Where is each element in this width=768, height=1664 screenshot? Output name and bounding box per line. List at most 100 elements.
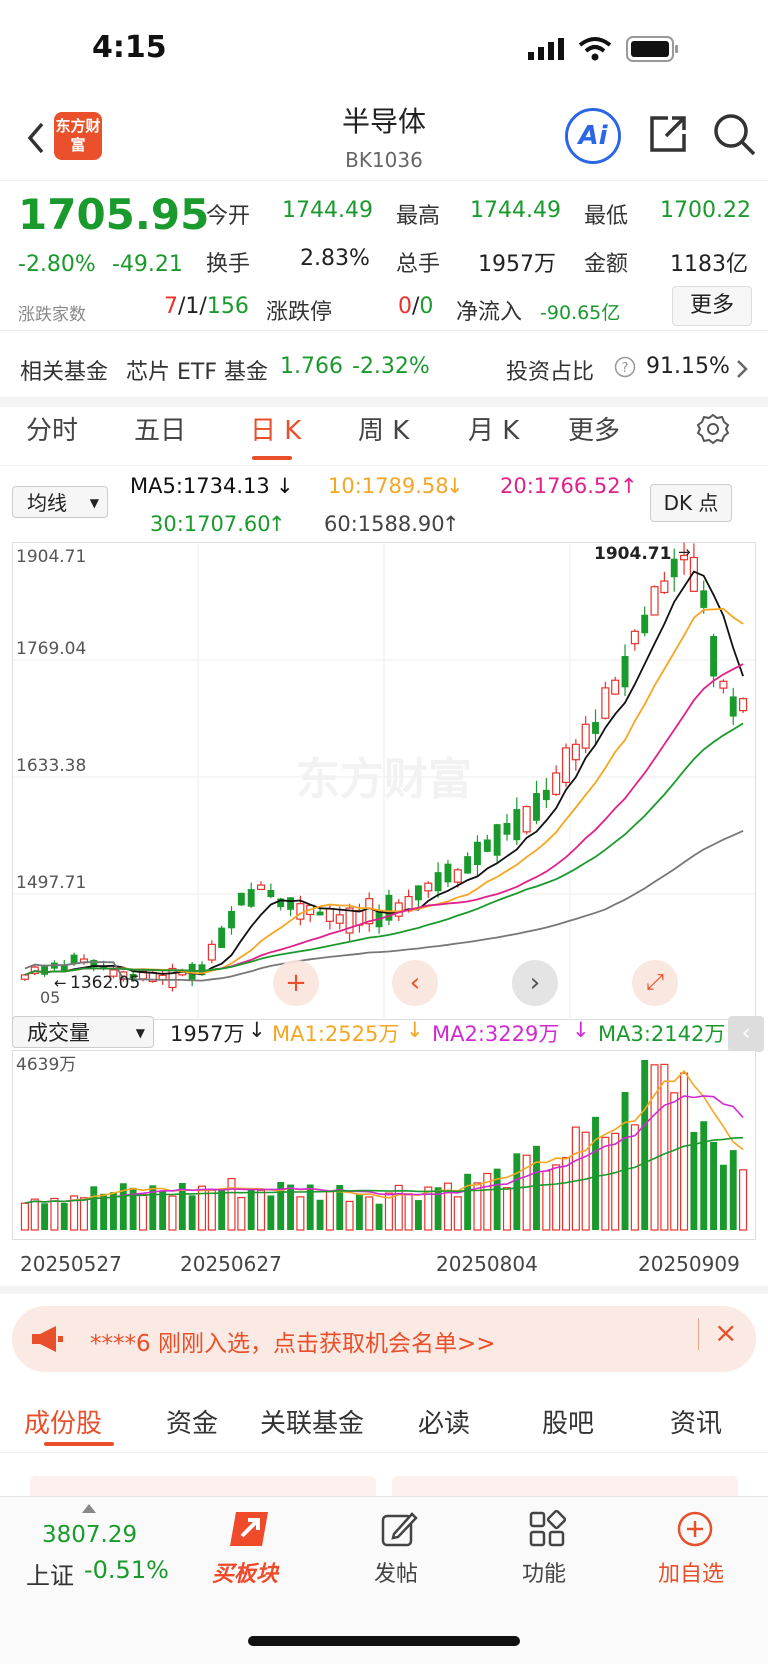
- volume-bar: [277, 1182, 285, 1230]
- functions-grid-icon[interactable]: [528, 1510, 566, 1548]
- candle-body: [621, 656, 629, 688]
- indicator-select[interactable]: 均线 ▼: [12, 486, 108, 518]
- tab-five-day[interactable]: 五日: [134, 416, 187, 446]
- search-icon[interactable]: [712, 112, 758, 158]
- tab-must-read[interactable]: 必读: [418, 1409, 471, 1439]
- megaphone-icon: [32, 1326, 63, 1352]
- volume-bar: [641, 1060, 649, 1230]
- candle-body: [739, 698, 748, 712]
- low-marker: 1362.05: [70, 973, 140, 993]
- volume-bar: [611, 1132, 620, 1231]
- banner-close-icon[interactable]: ×: [714, 1316, 738, 1349]
- related-fund-row[interactable]: [0, 330, 768, 407]
- more-stats-button[interactable]: 更多: [672, 286, 752, 326]
- zoom-in-button[interactable]: +: [273, 960, 319, 1006]
- index-name[interactable]: 上证: [26, 1562, 74, 1590]
- volume-bar: [729, 1150, 737, 1230]
- nav-add-watchlist[interactable]: 加自选: [658, 1562, 725, 1587]
- volume-bar: [178, 1183, 186, 1230]
- scroll-left-button[interactable]: ‹: [392, 960, 438, 1006]
- add-watchlist-icon[interactable]: [676, 1510, 714, 1548]
- vol-ma3-label: MA3:2142万: [598, 1022, 726, 1046]
- candle-body: [670, 558, 678, 578]
- date-label-3: 20250804: [436, 1252, 538, 1276]
- ratio-value: 91.15%: [646, 354, 730, 379]
- volume-bar: [365, 1196, 374, 1231]
- gridlines: [12, 542, 756, 1020]
- breadth-label: 涨跌家数: [18, 305, 86, 325]
- back-arrow-icon[interactable]: [18, 118, 58, 158]
- volume-bar: [316, 1199, 324, 1230]
- vol-ma2-line: [24, 1095, 744, 1204]
- brand-logo: 东方财富: [54, 112, 102, 160]
- ai-button[interactable]: Ai: [565, 108, 621, 164]
- tab-capital[interactable]: 资金: [166, 1409, 219, 1439]
- buy-sector-icon[interactable]: [228, 1508, 274, 1550]
- share-icon[interactable]: [646, 112, 690, 156]
- candle-body: [503, 823, 511, 835]
- volume-bar: [325, 1191, 334, 1231]
- tab-forum[interactable]: 股吧: [542, 1409, 595, 1439]
- volume-bar: [434, 1187, 442, 1230]
- high-value: 1744.49: [470, 198, 561, 223]
- candle-body: [267, 889, 275, 898]
- limit-values: 0/0: [398, 294, 434, 319]
- candle-body: [237, 892, 245, 906]
- chevron-right-icon[interactable]: [734, 358, 750, 380]
- volume-bar: [660, 1063, 669, 1231]
- inflow-label: 净流入: [456, 300, 523, 325]
- tab-monthly-k[interactable]: 月 K: [468, 416, 520, 446]
- candle-body: [129, 973, 137, 979]
- promo-banner[interactable]: [12, 1306, 756, 1372]
- tab-more[interactable]: 更多: [568, 416, 621, 446]
- collapse-panel-icon[interactable]: ‹: [728, 1016, 764, 1052]
- volume-bar: [502, 1187, 512, 1231]
- candle-body: [247, 889, 255, 907]
- vol-ma2-down-icon: ↓: [572, 1018, 590, 1042]
- nav-buy-sector[interactable]: 买板块: [212, 1562, 279, 1587]
- tab-intraday[interactable]: 分时: [26, 416, 79, 446]
- tab-related-funds[interactable]: 关联基金: [260, 1409, 365, 1439]
- dk-point-button[interactable]: DK 点: [650, 484, 732, 522]
- volume-bar: [690, 1131, 698, 1230]
- candle-body: [660, 580, 669, 594]
- compose-post-icon[interactable]: [380, 1510, 418, 1548]
- y-label-bottom-fragment: 05: [40, 988, 60, 1007]
- settings-gear-icon[interactable]: [696, 412, 730, 446]
- kline-tab-bar: [0, 405, 768, 466]
- index-value[interactable]: 3807.29: [42, 1522, 138, 1548]
- candle-body: [70, 954, 78, 964]
- nav-functions[interactable]: 功能: [522, 1562, 567, 1587]
- candle-body: [218, 927, 226, 948]
- volume-label: 总手: [396, 252, 441, 277]
- index-pct[interactable]: -0.51%: [84, 1556, 169, 1584]
- volume-bar: [719, 1164, 727, 1230]
- candle-body: [522, 805, 531, 833]
- tab-daily-k[interactable]: 日 K: [250, 416, 302, 446]
- candle-body: [542, 789, 550, 801]
- ma60-label: 60:1588.90: [324, 512, 445, 536]
- scroll-right-button[interactable]: ›: [512, 960, 558, 1006]
- volume-chart[interactable]: 4639万: [12, 1050, 756, 1240]
- turnover-label: 换手: [206, 252, 251, 277]
- tab-news[interactable]: 资讯: [670, 1409, 723, 1439]
- ma5-label: MA5:1734.13: [130, 474, 270, 498]
- tab-constituents[interactable]: 成份股: [24, 1409, 103, 1439]
- candle-body: [483, 839, 491, 852]
- list-card[interactable]: [30, 1476, 376, 1498]
- vol-ma2-label: MA2:3229万: [432, 1022, 560, 1046]
- volume-bar: [424, 1186, 433, 1231]
- volume-indicator-select[interactable]: 成交量 ▼: [12, 1016, 154, 1048]
- volume-bar: [384, 1192, 393, 1231]
- list-card[interactable]: [392, 1476, 738, 1498]
- candle-body: [650, 586, 659, 616]
- volume-bar: [404, 1193, 413, 1231]
- help-icon[interactable]: ?: [614, 356, 636, 378]
- kline-chart[interactable]: 东方财富 1904.71 1769.04 1633.38 1497.71 05 …: [12, 542, 756, 1020]
- fullscreen-icon[interactable]: ⤢: [632, 960, 678, 1006]
- tab-weekly-k[interactable]: 周 K: [358, 416, 410, 446]
- nav-post[interactable]: 发帖: [374, 1562, 419, 1587]
- volume-bar: [218, 1189, 226, 1230]
- volume-bar: [41, 1203, 49, 1230]
- ma60-up-icon: ↑: [442, 512, 460, 536]
